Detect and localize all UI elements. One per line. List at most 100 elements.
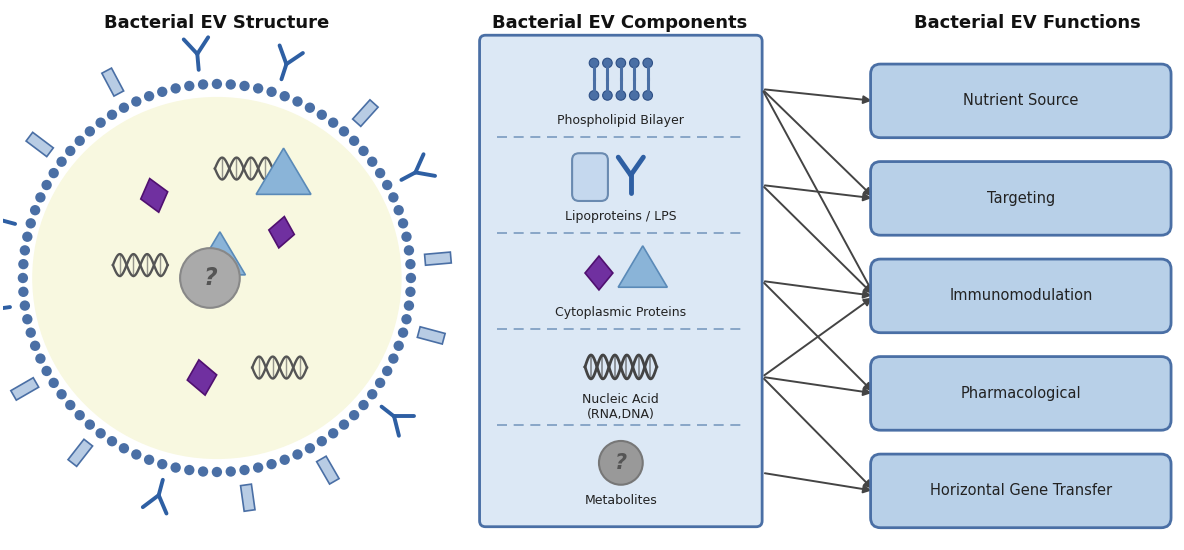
Circle shape (590, 91, 599, 100)
Circle shape (616, 91, 625, 100)
Polygon shape (194, 232, 245, 275)
FancyBboxPatch shape (870, 162, 1171, 235)
Circle shape (253, 83, 263, 94)
Circle shape (406, 273, 416, 283)
Circle shape (198, 466, 208, 477)
Polygon shape (240, 484, 255, 512)
Circle shape (185, 81, 194, 91)
Circle shape (590, 58, 599, 68)
Circle shape (382, 366, 392, 376)
Circle shape (144, 455, 154, 465)
Text: Bacterial EV Structure: Bacterial EV Structure (104, 14, 329, 32)
Circle shape (57, 389, 66, 399)
Circle shape (85, 420, 95, 430)
Circle shape (630, 91, 639, 100)
Circle shape (96, 118, 105, 128)
Polygon shape (256, 148, 311, 194)
Text: ?: ? (614, 453, 626, 473)
Circle shape (49, 378, 59, 388)
Circle shape (393, 205, 404, 216)
Circle shape (85, 126, 95, 136)
Circle shape (144, 91, 154, 101)
Circle shape (375, 378, 385, 388)
Circle shape (65, 400, 76, 410)
Polygon shape (67, 439, 92, 466)
Polygon shape (26, 133, 53, 157)
Circle shape (398, 218, 408, 228)
Circle shape (22, 232, 32, 242)
Text: Nutrient Source: Nutrient Source (963, 94, 1079, 108)
Circle shape (603, 91, 612, 100)
Circle shape (30, 340, 40, 351)
Circle shape (316, 109, 327, 120)
Text: Bacterial EV Components: Bacterial EV Components (493, 14, 747, 32)
Circle shape (382, 180, 392, 190)
Circle shape (212, 79, 223, 89)
Circle shape (367, 389, 378, 399)
Text: ?: ? (204, 266, 217, 290)
Text: Metabolites: Metabolites (585, 494, 657, 507)
Circle shape (180, 248, 240, 308)
Circle shape (36, 354, 46, 364)
Circle shape (292, 449, 303, 460)
Circle shape (107, 436, 117, 447)
Circle shape (226, 79, 236, 90)
Circle shape (212, 467, 223, 477)
Circle shape (26, 327, 36, 338)
Circle shape (131, 96, 141, 107)
Circle shape (57, 157, 66, 167)
Text: Phospholipid Bilayer: Phospholipid Bilayer (558, 114, 684, 128)
Circle shape (30, 205, 40, 216)
Circle shape (339, 126, 349, 136)
Circle shape (26, 218, 36, 228)
Circle shape (118, 443, 129, 453)
Circle shape (157, 87, 167, 97)
Polygon shape (618, 246, 668, 287)
Circle shape (367, 157, 378, 167)
Circle shape (22, 314, 32, 324)
Circle shape (18, 259, 28, 270)
Circle shape (328, 428, 339, 438)
Circle shape (266, 87, 277, 97)
Circle shape (170, 83, 181, 94)
Circle shape (279, 455, 290, 465)
Circle shape (131, 449, 141, 460)
Text: Bacterial EV Functions: Bacterial EV Functions (914, 14, 1141, 32)
Polygon shape (316, 456, 339, 484)
Polygon shape (269, 217, 295, 248)
Circle shape (36, 192, 46, 202)
Text: Lipoproteins / LPS: Lipoproteins / LPS (565, 211, 677, 223)
Circle shape (359, 400, 368, 410)
Text: Immunomodulation: Immunomodulation (950, 288, 1093, 304)
Circle shape (292, 96, 303, 107)
Polygon shape (425, 252, 451, 265)
Ellipse shape (32, 97, 401, 459)
FancyBboxPatch shape (870, 356, 1171, 430)
Circle shape (41, 366, 52, 376)
Circle shape (304, 102, 315, 113)
Circle shape (239, 81, 250, 91)
Circle shape (41, 180, 52, 190)
Circle shape (18, 287, 28, 297)
Circle shape (599, 441, 643, 485)
Circle shape (49, 168, 59, 178)
FancyBboxPatch shape (870, 259, 1171, 333)
Circle shape (404, 300, 414, 311)
Circle shape (170, 463, 181, 473)
Circle shape (316, 436, 327, 447)
Circle shape (20, 245, 30, 256)
Circle shape (157, 459, 167, 469)
Text: Horizontal Gene Transfer: Horizontal Gene Transfer (929, 483, 1112, 498)
Circle shape (253, 463, 263, 473)
FancyBboxPatch shape (572, 153, 607, 201)
Circle shape (401, 314, 412, 324)
Circle shape (404, 245, 414, 256)
Text: Nucleic Acid
(RNA,DNA): Nucleic Acid (RNA,DNA) (583, 393, 659, 421)
FancyBboxPatch shape (480, 35, 762, 527)
Circle shape (65, 146, 76, 156)
Circle shape (603, 58, 612, 68)
Circle shape (226, 466, 236, 477)
Circle shape (643, 91, 652, 100)
FancyBboxPatch shape (870, 454, 1171, 527)
Circle shape (388, 354, 399, 364)
